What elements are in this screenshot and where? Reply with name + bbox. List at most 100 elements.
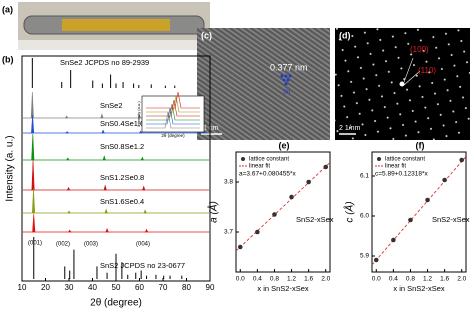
x-tick-label: 0.0 [236, 276, 245, 283]
x-tick-label: 20 [41, 283, 50, 292]
peak [104, 208, 108, 214]
peak [64, 115, 69, 119]
data-point [442, 177, 447, 183]
series-label: SnS1.6Se0.4 [100, 197, 144, 206]
inset-curve [146, 91, 200, 109]
y-axis-label: c (Å) [343, 201, 356, 222]
series-label: SnS2 JCPDS no 23-0677 [100, 261, 185, 270]
x-axis-label: x in SnS2-xSex [393, 284, 445, 293]
series-label: SnSe2 JCPDS no 89-2939 [60, 58, 149, 67]
peak-label: (003) [84, 242, 98, 248]
inset-frame [141, 95, 205, 133]
x-tick-label: 2.0 [457, 276, 466, 283]
peak [31, 188, 36, 214]
peak [100, 113, 104, 119]
data-point [373, 257, 379, 263]
data-point [272, 212, 277, 217]
axes-frame [21, 55, 211, 282]
series-label: SnS1.2Se0.8 [100, 173, 144, 182]
peak [67, 229, 72, 233]
x-axis-label: x in SnS2-xSex [257, 284, 309, 293]
spacing-label: 0.377 nm [270, 62, 308, 72]
peak [137, 114, 142, 119]
panel-label: (c) [201, 30, 212, 40]
x-tick-label: 60 [135, 283, 144, 292]
x-tick-label: 2.0 [321, 276, 330, 283]
peak [143, 209, 147, 214]
x-tick-label: 80 [182, 283, 191, 292]
peak [31, 114, 35, 134]
axes-frame [235, 151, 331, 273]
pointer [403, 70, 421, 86]
atom-markers [280, 74, 292, 86]
peak-label: (004) [136, 242, 150, 248]
x-tick-label: 90 [206, 283, 215, 292]
x-tick-label: 0.4 [253, 276, 262, 283]
tem-image [197, 28, 330, 140]
legend-label: lattice constant [385, 157, 425, 163]
data-point [289, 194, 294, 200]
pointer [403, 57, 414, 83]
peak [144, 228, 149, 233]
y-tick-label: 3.8 [224, 179, 233, 186]
scale-label: 2 1/nm [339, 125, 361, 132]
data-point [391, 237, 396, 243]
x-tick-label: 1.6 [440, 276, 449, 283]
peak [32, 213, 36, 233]
spot-label: (100) [410, 45, 429, 54]
peak [66, 186, 71, 191]
peak [31, 133, 35, 161]
data-point [425, 197, 430, 203]
x-tick-label: 30 [65, 283, 74, 292]
peak [66, 157, 70, 161]
panel-label: (b) [2, 54, 14, 64]
peak [67, 210, 71, 214]
x-tick-label: 50 [112, 283, 121, 292]
x-tick-label: 1.2 [287, 276, 296, 283]
spot-label: (110) [418, 66, 436, 75]
fit-line [235, 162, 331, 252]
panel-label: (e) [279, 140, 290, 150]
fit-line [371, 156, 467, 266]
x-tick-label: 0.0 [372, 276, 381, 283]
legend-label: linear fit [385, 164, 406, 170]
y-tick-label: 5.9 [360, 253, 369, 260]
peak [105, 227, 109, 233]
data-point [323, 164, 329, 170]
y-tick-label: 3.7 [224, 229, 233, 236]
legend-label: linear fit [249, 164, 270, 170]
peak [101, 129, 105, 134]
inset-curve [146, 99, 200, 117]
x-tick-label: 0.8 [270, 276, 279, 283]
panel-label: (d) [339, 30, 351, 40]
panel-label: (f) [416, 140, 425, 150]
peak-label: (002) [56, 242, 70, 248]
y-tick-label: 6.0 [360, 213, 369, 220]
x-tick-label: 70 [159, 283, 168, 292]
inset-curve [146, 95, 200, 113]
annotation: SnS2-xSex [432, 215, 470, 224]
ruler [18, 40, 210, 50]
x-tick-label: 10 [18, 283, 27, 292]
equation: c=5.89+0.12318*x [375, 171, 429, 178]
peak [31, 159, 35, 191]
legend-label: lattice constant [249, 157, 289, 163]
peak [102, 155, 106, 161]
data-point [408, 217, 413, 223]
series-label: SnSe2 [100, 101, 123, 110]
y-axis-label: Intensity (a. u.) [5, 135, 16, 201]
inset-x-label: 2θ (degree) [161, 133, 185, 138]
peak [140, 156, 144, 161]
data-point [255, 229, 260, 235]
inset-y-label: Intensity (a.u.) [136, 101, 141, 127]
x-tick-label: 0.8 [406, 276, 415, 283]
y-axis-label: a (Å) [207, 201, 220, 223]
axes-frame [371, 151, 467, 273]
atom-label: Sn [283, 90, 290, 96]
data-point [306, 179, 311, 185]
crystals [62, 19, 170, 31]
center-spot [399, 81, 405, 87]
annotation: SnS2-xSex [296, 215, 334, 224]
